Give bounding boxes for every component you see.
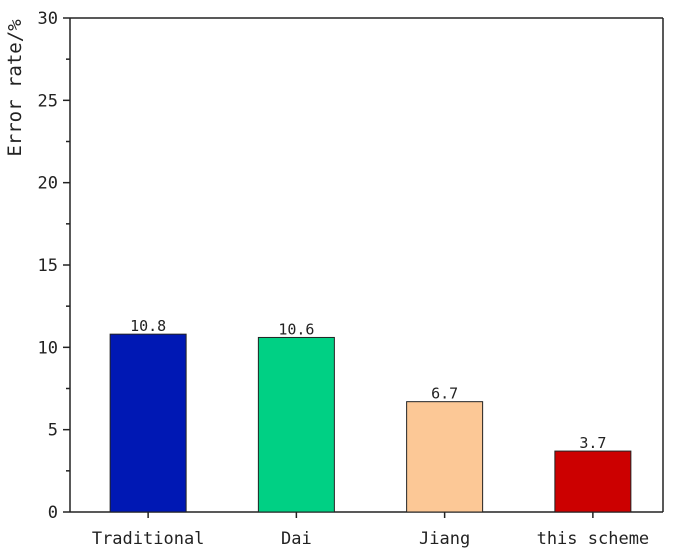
y-tick-label: 20 — [38, 174, 58, 194]
bar-jiang — [406, 401, 484, 513]
y-tick-label: 0 — [48, 503, 58, 523]
bar-this-scheme — [554, 450, 632, 513]
x-tick-label: Jiang — [419, 529, 470, 549]
x-tick-label: Dai — [281, 529, 312, 549]
bar-traditional — [109, 333, 187, 513]
y-axis-title: Error rate/% — [4, 19, 26, 157]
data-label: 10.6 — [278, 320, 314, 338]
bars — [109, 333, 632, 513]
y-tick-label: 10 — [38, 338, 58, 358]
data-label: 10.8 — [130, 317, 166, 335]
x-tick-label: this scheme — [537, 529, 650, 549]
y-tick-label: 15 — [38, 256, 58, 276]
y-tick-label: 30 — [38, 9, 58, 29]
axes: 0 5 10 15 20 25 30 — [38, 9, 664, 523]
y-tick-label: 5 — [48, 421, 58, 441]
y-tick-label: 25 — [38, 91, 58, 111]
x-tick-label: Traditional — [92, 529, 205, 549]
data-label: 6.7 — [431, 385, 458, 403]
labels: 10.8 Traditional 10.6 Dai 6.7 Jiang 3.7 this sc… — [92, 317, 649, 549]
bar-dai — [257, 336, 335, 513]
data-label: 3.7 — [579, 434, 606, 452]
